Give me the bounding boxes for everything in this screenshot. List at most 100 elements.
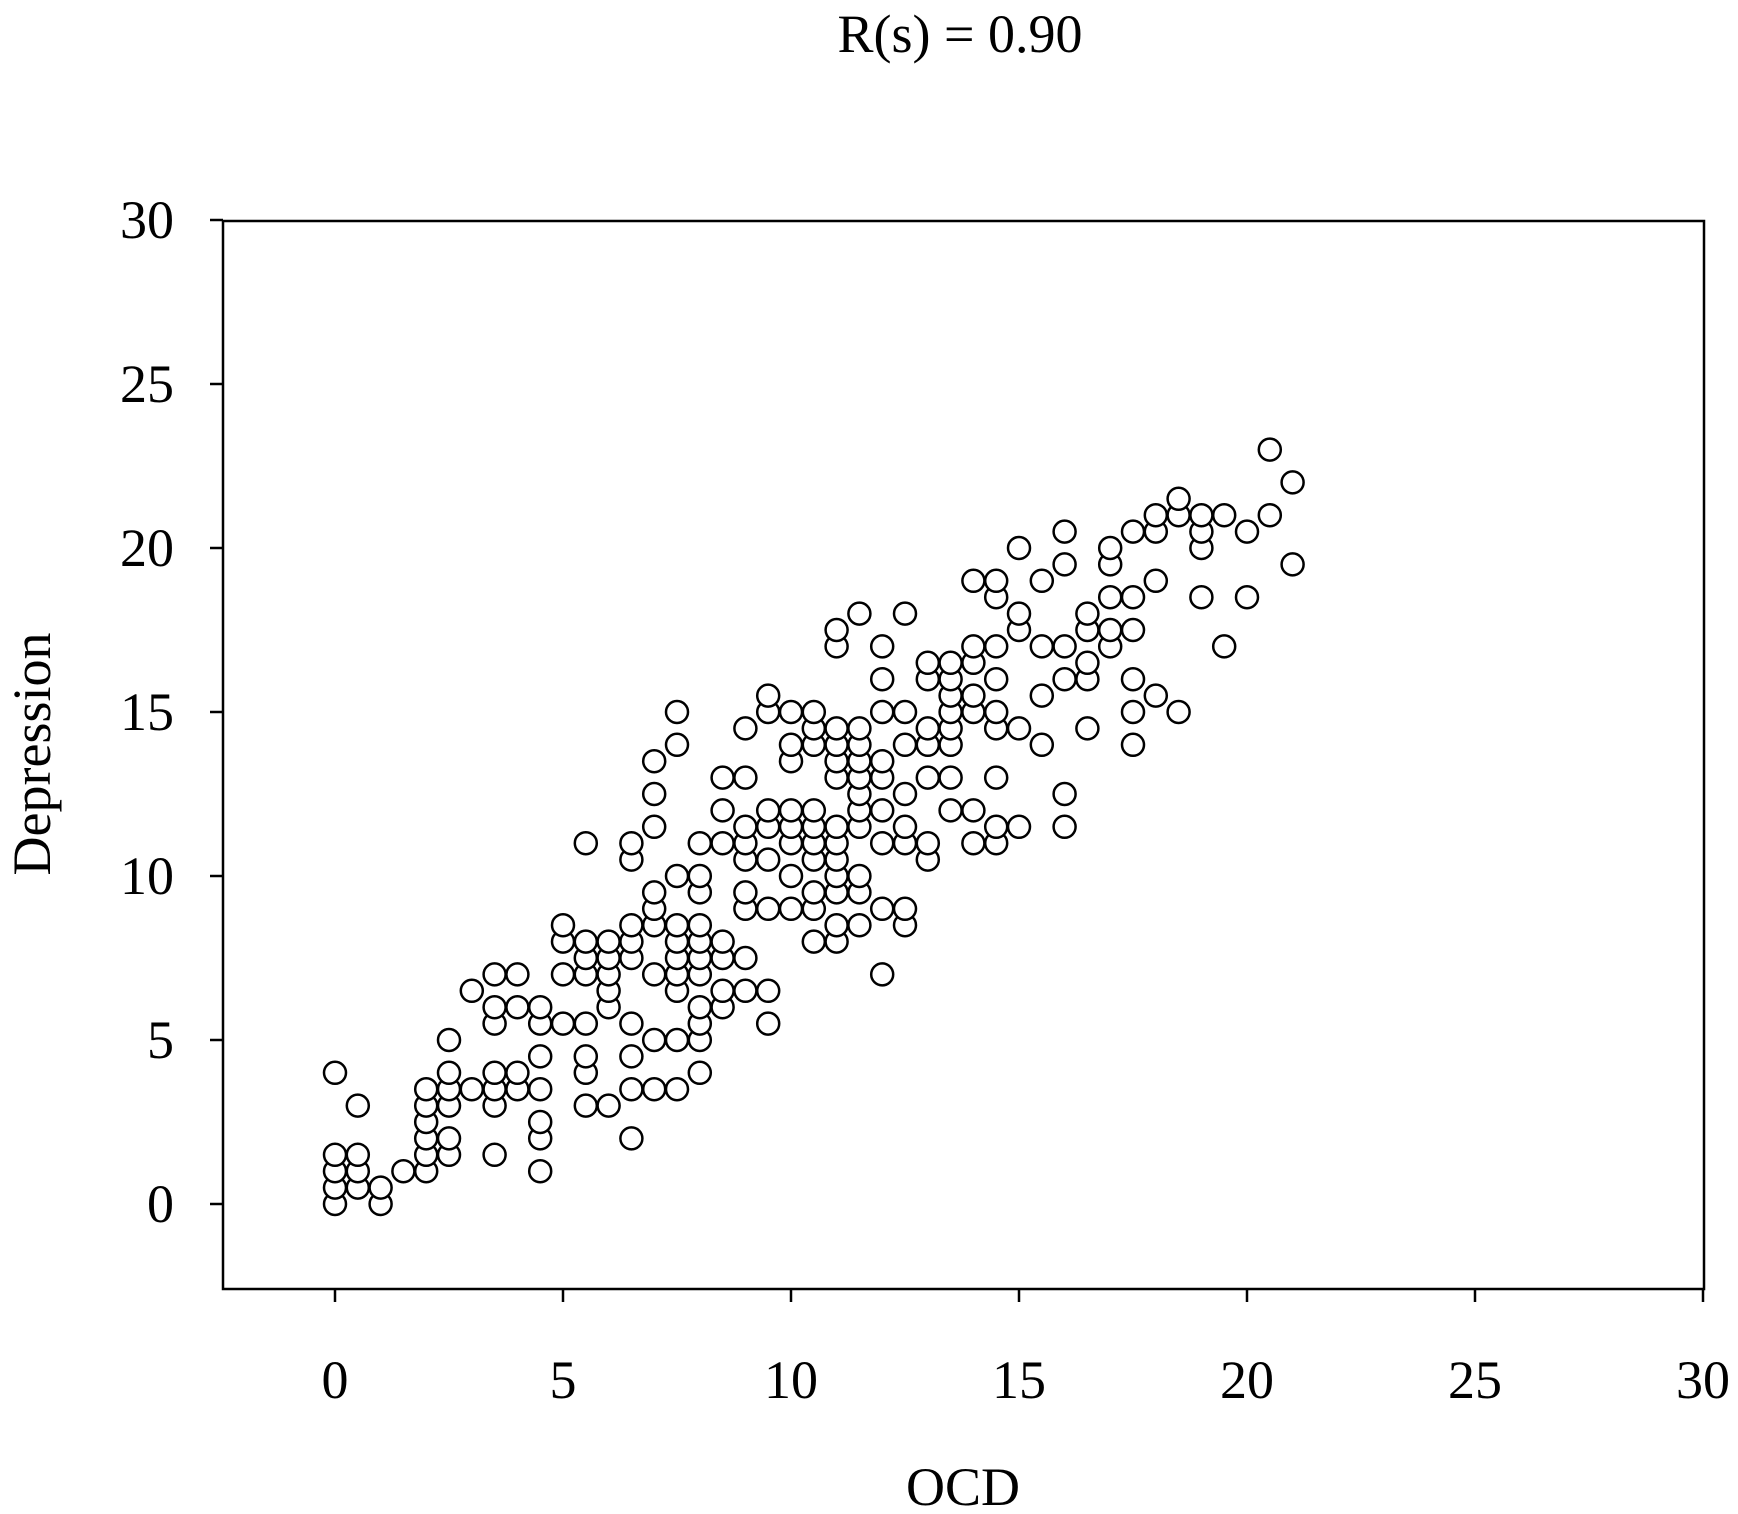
- data-point: [641, 1027, 667, 1053]
- data-point: [1052, 634, 1077, 659]
- x-tick-label: 20: [1220, 1350, 1274, 1410]
- data-point: [710, 929, 735, 954]
- data-point: [664, 732, 690, 758]
- data-point: [527, 994, 553, 1020]
- data-point: [1052, 781, 1077, 807]
- data-point: [573, 830, 599, 856]
- data-point: [1006, 814, 1032, 840]
- data-point: [710, 978, 735, 1004]
- data-point: [1120, 732, 1146, 758]
- data-point: [619, 1126, 644, 1151]
- data-point: [527, 1076, 553, 1102]
- data-point: [778, 896, 804, 922]
- data-point: [459, 978, 485, 1004]
- data-point: [482, 962, 507, 987]
- data-point: [938, 765, 963, 790]
- data-point: [1029, 634, 1055, 659]
- data-point: [573, 929, 599, 954]
- data-point: [755, 683, 781, 708]
- data-point: [801, 929, 827, 954]
- data-point: [596, 929, 621, 954]
- data-point: [664, 1027, 690, 1053]
- data-point: [983, 568, 1009, 594]
- x-axis-title: OCD: [906, 1457, 1020, 1514]
- data-point: [801, 798, 827, 823]
- data-point: [983, 765, 1009, 790]
- data-point: [1211, 502, 1237, 528]
- data-point: [1052, 519, 1077, 544]
- data-point: [641, 880, 667, 905]
- plot-area-frame: [221, 219, 1706, 1291]
- data-point: [1166, 699, 1191, 725]
- data-point: [915, 765, 941, 790]
- data-point: [459, 1076, 485, 1102]
- data-point: [345, 1093, 371, 1118]
- data-point: [436, 1126, 462, 1151]
- data-point: [368, 1175, 393, 1200]
- data-point: [755, 1011, 781, 1036]
- data-point: [482, 994, 507, 1020]
- data-point: [755, 847, 781, 872]
- y-tick-label: 5: [147, 1010, 174, 1070]
- data-point: [1211, 634, 1237, 659]
- data-point: [938, 798, 963, 823]
- data-point: [1234, 519, 1260, 544]
- data-point: [413, 1076, 439, 1102]
- data-point: [983, 699, 1009, 725]
- data-point: [527, 1158, 553, 1184]
- y-tick-label: 15: [120, 682, 174, 742]
- data-point: [733, 814, 758, 840]
- data-point: [938, 650, 963, 676]
- y-tick-label: 0: [147, 1174, 174, 1234]
- data-point: [322, 1060, 348, 1086]
- data-point: [641, 748, 667, 774]
- data-point: [1120, 519, 1146, 544]
- data-point: [1052, 552, 1077, 577]
- data-point: [1280, 552, 1305, 577]
- data-point: [687, 863, 713, 889]
- data-point: [847, 601, 872, 626]
- data-point: [619, 1076, 644, 1102]
- y-tick-label: 30: [120, 190, 174, 250]
- data-point: [961, 634, 986, 659]
- data-point: [1120, 617, 1146, 643]
- data-point: [733, 765, 758, 790]
- data-point: [755, 896, 781, 922]
- data-point: [710, 830, 735, 856]
- data-point: [482, 1142, 507, 1168]
- data-point: [687, 912, 713, 938]
- data-point: [892, 896, 918, 922]
- data-point: [664, 699, 690, 725]
- data-point: [1166, 486, 1191, 512]
- x-tick-label: 30: [1676, 1350, 1730, 1410]
- data-point: [1052, 666, 1077, 692]
- data-point: [687, 1060, 713, 1086]
- data-point: [847, 716, 872, 741]
- data-point: [892, 601, 918, 626]
- data-point: [961, 568, 986, 594]
- data-point: [915, 716, 941, 741]
- data-point: [641, 814, 667, 840]
- data-point: [778, 863, 804, 889]
- data-point: [550, 962, 576, 987]
- data-point: [505, 1060, 530, 1086]
- data-point: [527, 1109, 553, 1135]
- data-point: [983, 634, 1009, 659]
- data-point: [778, 732, 804, 758]
- data-point: [641, 1076, 667, 1102]
- data-point: [1075, 650, 1100, 676]
- data-point: [1075, 601, 1100, 626]
- data-point: [892, 814, 918, 840]
- data-point: [1029, 683, 1055, 708]
- data-point: [869, 830, 895, 856]
- data-point: [619, 830, 644, 856]
- data-point: [961, 798, 986, 823]
- data-point: [1097, 617, 1123, 643]
- y-tick-label: 20: [120, 518, 174, 578]
- data-point: [1075, 716, 1100, 741]
- data-point: [915, 650, 941, 676]
- data-point: [824, 716, 849, 741]
- data-point: [961, 830, 986, 856]
- y-axis-title: Depression: [2, 633, 62, 876]
- data-point: [1280, 470, 1305, 495]
